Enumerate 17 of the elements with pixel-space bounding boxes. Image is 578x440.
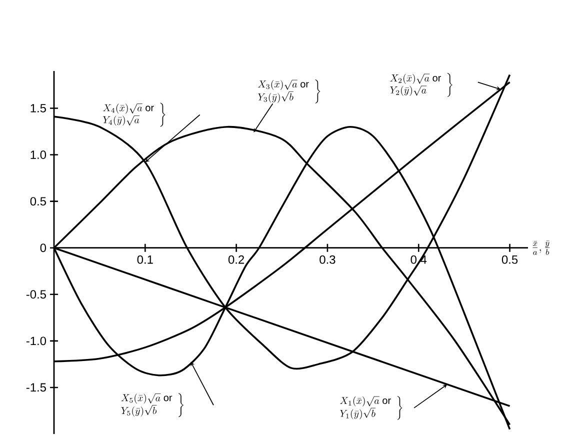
y-tick-label: -0.5	[26, 290, 46, 299]
text: $\left.\begin{array}{l}X_{3}(\bar{x})\sqrt{a}\ \mathrm{or}\\ Y_{3}(\bar{y})\sqrt{b}\end{array}\right\}$	[258, 80, 320, 104]
x-tick-label: 0.1	[137, 255, 153, 264]
text: $\left.\begin{array}{l}X_{1}(\bar{x})\sqrt{a}\ \mathrm{or}\\ Y_{1}(\bar{y})\sqrt{b}\end{array}\right\}$	[340, 396, 402, 420]
x-tick-label: 0.5	[502, 255, 518, 264]
series-label: $\left.\begin{array}{l}X_{4}(\bar{x})\sqrt{a}\ \mathrm{or}\\ Y_{4}(\bar{y})\sqrt{a}\end{array}\right\}$	[102, 102, 166, 127]
x-tick-label: 0.2	[228, 255, 244, 264]
y-tick-label: 0.5	[30, 197, 46, 206]
y-tick-label: -1.5	[26, 383, 46, 392]
y-tick-label: -1.0	[26, 336, 46, 346]
x-axis-title: $\frac{\bar{x}}{a},\frac{\bar{y}}{b}$	[532, 240, 550, 255]
x-tick-label: 0.3	[320, 255, 336, 264]
text: $\left.\begin{array}{l}X_{2}(\bar{x})\sqrt{a}\ \mathrm{or}\\ Y_{2}(\bar{y})\sqrt{a}\end{array}\right\}$	[390, 72, 452, 97]
y-tick-label: 1.0	[30, 150, 46, 159]
y-tick-label: 0	[40, 244, 46, 252]
text: $\left.\begin{array}{l}X_{5}(\bar{x})\sqrt{a}\ \mathrm{or}\\ Y_{5}(\bar{y})\sqrt{b}\end{array}\right\}$	[121, 393, 184, 418]
y-tick-label: 1.5	[30, 104, 46, 112]
